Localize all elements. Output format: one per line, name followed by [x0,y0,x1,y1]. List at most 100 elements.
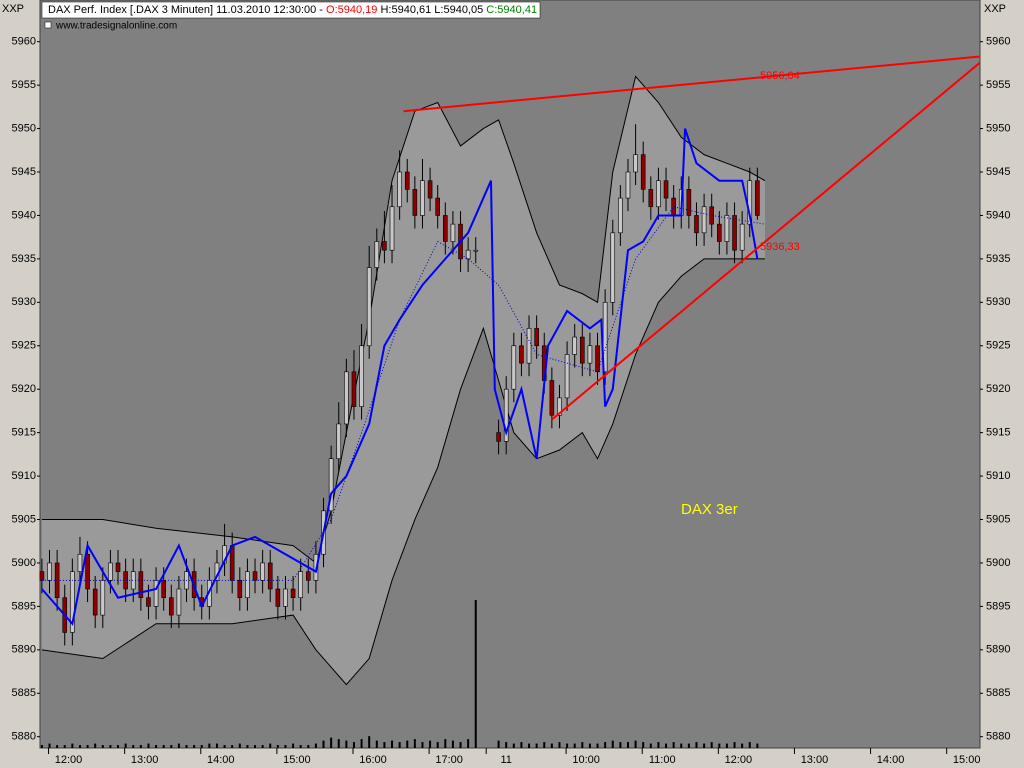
volume-bar [573,743,576,748]
x-tick-label: 17:00 [435,754,463,766]
candle-body [108,562,113,581]
x-tick-label: 12:00 [725,754,753,766]
candle-body [85,553,90,590]
x-tick-label: 14:00 [207,754,235,766]
band-fill [41,76,765,685]
volume-bar [185,745,188,748]
candle-body [351,371,357,407]
y-tick-label-right: 5940 [986,209,1010,221]
volume-bar [177,743,180,748]
volume-bar [139,745,142,748]
candle-body [610,232,616,303]
x-tick-label: 15:00 [953,754,981,766]
x-tick-label: 16:00 [359,754,387,766]
header-close: C:5940,41 [486,4,537,16]
candle-body [618,197,623,234]
candle-body [359,345,364,407]
candle-body [374,241,380,268]
volume-bar [429,740,432,748]
candle-body [648,189,654,208]
volume-bar [63,745,66,748]
volume-bar [451,740,454,748]
volume-bar [413,739,416,748]
candle-body [70,571,75,633]
volume-bar [467,739,470,748]
candle-body [39,571,45,581]
indicator-line [41,128,759,626]
volume-bar [588,743,591,748]
y-tick-label-right: 5960 [986,36,1010,48]
candle-body [564,354,570,399]
candle-body [366,267,372,347]
volume-bar [292,743,295,748]
volume-bar [56,745,59,748]
volume-bar [695,742,698,748]
volume-bar [284,745,287,748]
candle-body [344,371,349,425]
candle-body [161,580,166,599]
candle-body [557,397,562,416]
volume-bar [162,745,165,748]
y-tick-label-right: 5885 [986,687,1010,699]
volume-bar [756,743,759,748]
volume-bar [170,745,173,748]
volume-bar [314,743,317,748]
axis-layer: 5880 5880 5885 5885 5890 5890 5895 5895 5900 5900… [12,36,1011,766]
candle-body [633,154,638,173]
y-tick-label-right: 5905 [986,513,1010,525]
candle-body [625,171,631,199]
candle-body [115,562,121,572]
candle-body [595,345,600,373]
header-instrument: DAX Perf. Index [.DAX 3 Minuten] 11.03.2… [48,4,323,16]
candle-body [465,249,471,260]
volume-bar [375,740,378,748]
y-tick-label-right: 5880 [986,731,1010,743]
volume-bar [193,745,196,748]
candle-body [260,562,265,581]
y-tick-label-right: 5945 [986,166,1010,178]
volume-bar [581,742,584,748]
volume-bar [155,745,158,748]
candle-body [252,571,258,581]
y-tick-label-right: 5935 [986,253,1010,265]
candle-body [92,588,98,616]
candle-body [717,223,722,242]
candle-body [694,215,699,234]
volume-bar [535,743,538,748]
y-tick-label: 5935 [12,253,36,265]
volume-bar [665,743,668,748]
y-tick-label: 5945 [12,166,36,178]
x-tick-label: 12:00 [55,754,83,766]
candle-body [701,206,707,234]
volume-bar [543,742,546,748]
y-tick-label: 5950 [12,122,36,134]
candle-body [580,336,585,364]
candle-body [283,588,288,607]
line-layer: 5956,04 5936,33 [41,55,981,626]
volume-bar [474,600,477,748]
y-tick-label-right: 5920 [986,383,1010,395]
candle-body [572,336,577,355]
header-box [41,1,541,19]
y-tick-label: 5890 [12,644,36,656]
band-lower [41,258,765,686]
volume-bar [703,743,706,748]
candle-body [443,215,448,242]
volume-bar [604,742,607,748]
volume-bar [626,742,629,748]
volume-bar [261,745,264,748]
volume-bar [520,742,523,748]
candle-body [549,380,555,416]
volume-bar [200,745,203,748]
volume-bar [307,745,310,748]
y-tick-label: 5895 [12,600,36,612]
volume-bar [86,745,89,748]
candle-body [473,249,479,252]
candle-body [420,180,425,216]
candle-body [229,545,235,581]
y-tick-label-right: 5950 [986,122,1010,134]
volume-bar [436,742,439,748]
candle-body [267,562,273,590]
y-tick-label-right: 5890 [986,644,1010,656]
volume-bar [497,740,500,748]
